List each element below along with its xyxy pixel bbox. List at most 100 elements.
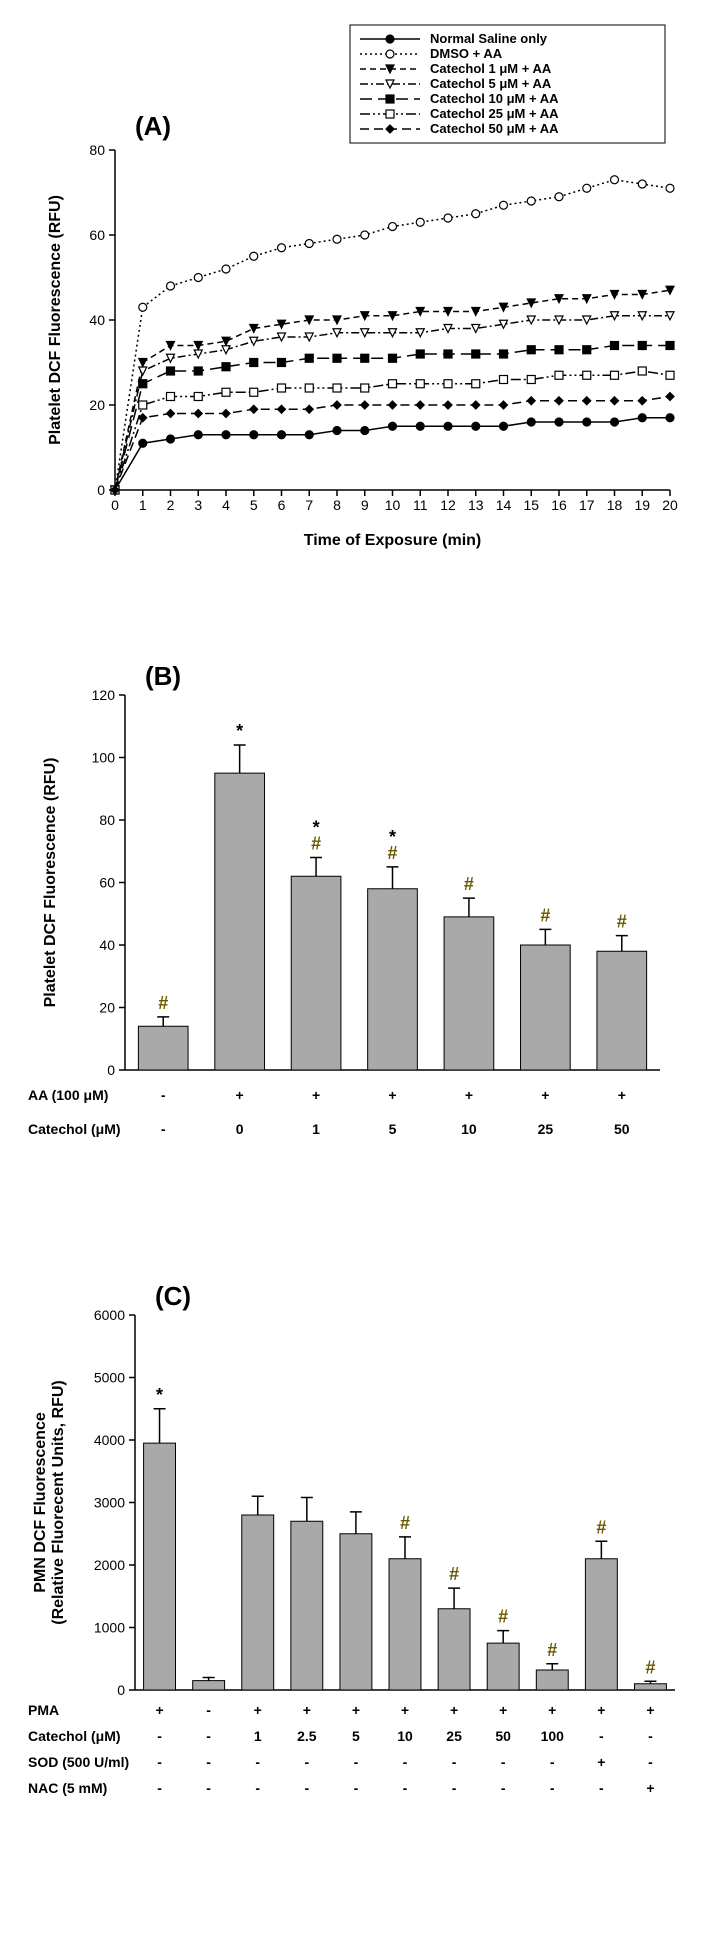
- svg-text:(C): (C): [155, 1281, 191, 1311]
- svg-text:6000: 6000: [94, 1307, 125, 1323]
- svg-text:+: +: [597, 1754, 605, 1770]
- svg-text:-: -: [599, 1728, 604, 1744]
- svg-text:+: +: [450, 1702, 458, 1718]
- svg-text:(Relative Fluorecent Units, RF: (Relative Fluorecent Units, RFU): [50, 1380, 67, 1624]
- svg-text:#: #: [464, 874, 474, 894]
- svg-text:+: +: [499, 1702, 507, 1718]
- svg-text:*: *: [313, 818, 320, 838]
- chart-c: (C) 0 1000 2000 3000 4000 5000 6000 PMN DCF Fluo…: [20, 1260, 690, 1880]
- svg-text:DMSO + AA: DMSO + AA: [430, 46, 503, 61]
- svg-text:+: +: [541, 1087, 549, 1103]
- svg-text:Catechol 50 μM + AA: Catechol 50 μM + AA: [430, 121, 559, 136]
- svg-text:60: 60: [99, 875, 115, 891]
- svg-text:*: *: [156, 1385, 163, 1405]
- svg-text:6: 6: [278, 497, 286, 513]
- svg-text:+: +: [236, 1087, 244, 1103]
- svg-text:-: -: [403, 1780, 408, 1796]
- svg-text:3000: 3000: [94, 1495, 125, 1511]
- svg-text:5: 5: [250, 497, 258, 513]
- svg-text:15: 15: [523, 497, 539, 513]
- svg-text:50: 50: [614, 1121, 630, 1137]
- svg-text:+: +: [618, 1087, 626, 1103]
- svg-text:PMA: PMA: [28, 1702, 59, 1718]
- svg-text:+: +: [646, 1702, 654, 1718]
- svg-text:10: 10: [461, 1121, 477, 1137]
- svg-text:-: -: [599, 1780, 604, 1796]
- svg-text:-: -: [648, 1754, 653, 1770]
- svg-text:40: 40: [89, 312, 105, 328]
- svg-text:-: -: [157, 1728, 162, 1744]
- svg-text:+: +: [312, 1087, 320, 1103]
- svg-text:60: 60: [89, 227, 105, 243]
- svg-text:1000: 1000: [94, 1620, 125, 1636]
- svg-text:(B): (B): [145, 661, 181, 691]
- svg-text:AA (100 μM): AA (100 μM): [28, 1087, 108, 1103]
- svg-text:-: -: [550, 1754, 555, 1770]
- svg-text:-: -: [354, 1780, 359, 1796]
- svg-text:0: 0: [236, 1121, 244, 1137]
- svg-text:80: 80: [99, 812, 115, 828]
- svg-text:120: 120: [92, 687, 116, 703]
- svg-text:11: 11: [413, 497, 428, 513]
- svg-text:PMN DCF Fluorescence: PMN DCF Fluorescence: [32, 1412, 49, 1593]
- svg-text:5: 5: [389, 1121, 397, 1137]
- svg-text:-: -: [161, 1121, 166, 1137]
- svg-text:Catechol 10 μM + AA: Catechol 10 μM + AA: [430, 91, 559, 106]
- svg-text:-: -: [206, 1754, 211, 1770]
- svg-text:20: 20: [99, 1000, 115, 1016]
- svg-text:1: 1: [312, 1121, 320, 1137]
- svg-text:-: -: [157, 1780, 162, 1796]
- svg-text:NAC (5 mM): NAC (5 mM): [28, 1780, 107, 1796]
- svg-text:(A): (A): [135, 111, 171, 141]
- svg-text:#: #: [449, 1564, 459, 1584]
- svg-text:#: #: [547, 1640, 557, 1660]
- svg-text:Platelet DCF Fluorescence (RFU: Platelet DCF Fluorescence (RFU): [42, 758, 59, 1008]
- chart-b: (B)020406080100120Platelet DCF Fluoresce…: [20, 640, 690, 1200]
- svg-text:7: 7: [305, 497, 313, 513]
- svg-text:16: 16: [551, 497, 567, 513]
- svg-text:-: -: [354, 1754, 359, 1770]
- svg-text:100: 100: [541, 1728, 565, 1744]
- svg-text:25: 25: [538, 1121, 554, 1137]
- svg-text:9: 9: [361, 497, 369, 513]
- svg-text:25: 25: [446, 1728, 462, 1744]
- svg-text:20: 20: [89, 397, 105, 413]
- svg-text:-: -: [255, 1780, 260, 1796]
- svg-text:0: 0: [117, 1682, 125, 1698]
- svg-text:#: #: [596, 1517, 606, 1537]
- svg-text:Catechol 1 μM + AA: Catechol 1 μM + AA: [430, 61, 552, 76]
- svg-text:-: -: [304, 1780, 309, 1796]
- svg-text:-: -: [255, 1754, 260, 1770]
- svg-text:Catechol (μM): Catechol (μM): [28, 1121, 121, 1137]
- svg-text:8: 8: [333, 497, 341, 513]
- svg-text:20: 20: [662, 497, 678, 513]
- svg-text:+: +: [401, 1702, 409, 1718]
- svg-text:-: -: [403, 1754, 408, 1770]
- svg-text:-: -: [206, 1702, 211, 1718]
- svg-text:SOD (500 U/ml): SOD (500 U/ml): [28, 1754, 129, 1770]
- svg-text:-: -: [206, 1728, 211, 1744]
- svg-text:100: 100: [92, 750, 116, 766]
- svg-text:0: 0: [97, 482, 105, 498]
- svg-text:2.5: 2.5: [297, 1728, 317, 1744]
- svg-text:10: 10: [385, 497, 401, 513]
- svg-text:#: #: [617, 912, 627, 932]
- svg-text:+: +: [646, 1780, 654, 1796]
- svg-text:+: +: [303, 1702, 311, 1718]
- svg-text:+: +: [388, 1087, 396, 1103]
- svg-text:*: *: [236, 721, 243, 741]
- svg-text:13: 13: [468, 497, 484, 513]
- svg-text:40: 40: [99, 937, 115, 953]
- panel-c: (C) 0 1000 2000 3000 4000 5000 6000 PMN DCF Fluo…: [20, 1260, 690, 1880]
- svg-text:4000: 4000: [94, 1432, 125, 1448]
- svg-text:+: +: [597, 1702, 605, 1718]
- svg-text:-: -: [161, 1087, 166, 1103]
- svg-text:2: 2: [167, 497, 175, 513]
- svg-text:2000: 2000: [94, 1557, 125, 1573]
- svg-text:1: 1: [139, 497, 147, 513]
- svg-text:-: -: [452, 1754, 457, 1770]
- svg-text:0: 0: [107, 1062, 115, 1078]
- svg-text:-: -: [304, 1754, 309, 1770]
- svg-text:5000: 5000: [94, 1370, 125, 1386]
- panel-a: Normal Saline onlyDMSO + AACatechol 1 μM…: [20, 20, 690, 580]
